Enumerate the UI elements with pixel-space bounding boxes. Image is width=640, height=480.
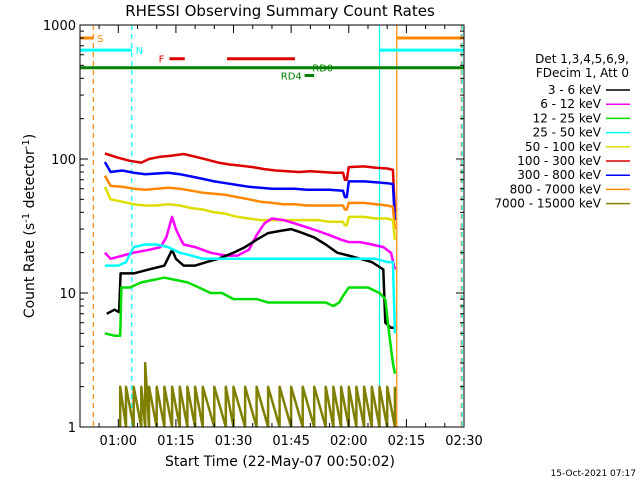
y-tick-label: 1000 [43,19,76,34]
legend-label: 25 - 50 keV [533,126,602,140]
chart-title: RHESSI Observing Summary Count Rates [125,2,435,20]
y-tick-label: 10 [59,287,76,302]
legend-header-line2: FDecim 1, Att 0 [536,66,629,80]
y-label-sup2: -1 [21,139,32,149]
legend-label: 100 - 300 keV [517,154,601,168]
legend-header-line1: Det 1,3,4,5,6,9, [535,52,629,66]
series-line-0 [104,152,397,213]
series-line-6 [104,243,397,334]
legend-label: 3 - 6 keV [548,83,602,97]
x-axis-label: Start Time (22-May-07 00:50:02) [165,454,395,470]
footer-timestamp: 15-Oct-2021 07:17 [551,469,636,479]
y-label-mid: detector [22,149,38,213]
legend-label: 300 - 800 keV [517,168,601,182]
x-tick-label: 01:00 [100,434,137,449]
y-label-end: ) [22,134,38,139]
series-line-8 [118,361,397,427]
series-line-2 [103,175,397,230]
legend-label: 50 - 100 keV [525,140,602,154]
legend-label: 12 - 25 keV [533,111,602,125]
y-tick-label: 1 [68,421,76,436]
flag-label-rd4: RD4 [281,71,302,82]
x-tick-label: 02:15 [388,434,425,449]
x-tick-label: 02:00 [330,434,367,449]
y-axis-label: Count Rate (s-1 detector-1) [21,134,39,318]
legend-label: 6 - 12 keV [540,97,602,111]
plot-area: S N F RD0 RD4 [80,25,464,427]
x-tick-label: 02:30 [445,434,482,449]
legend: Det 1,3,4,5,6,9, FDecim 1, Att 0 3 - 6 k… [494,52,630,211]
series-line-7 [104,276,397,374]
y-label-main: Count Rate (s [22,223,38,318]
flag-label-rd0: RD0 [312,64,333,75]
y-tick-label: 100 [51,153,76,168]
series-line-1 [103,161,397,221]
plot-contents: S N F RD0 RD4 [80,25,464,427]
x-tick-label: 01:45 [272,434,309,449]
x-tick-label: 01:30 [215,434,252,449]
legend-label: 7000 - 15000 keV [494,197,601,211]
x-axis: 01:00 01:15 01:30 01:45 02:00 02:15 02:30 [98,25,483,449]
y-axis: 1 10 100 1000 [43,19,464,436]
flag-label-f: F [159,55,165,66]
y-label-sup1: -1 [21,213,32,223]
legend-label: 800 - 7000 keV [510,182,602,196]
flag-label-n: N [136,46,143,57]
series-line-3 [103,186,397,240]
x-tick-label: 01:15 [157,434,194,449]
flag-label-s: S [97,34,103,45]
